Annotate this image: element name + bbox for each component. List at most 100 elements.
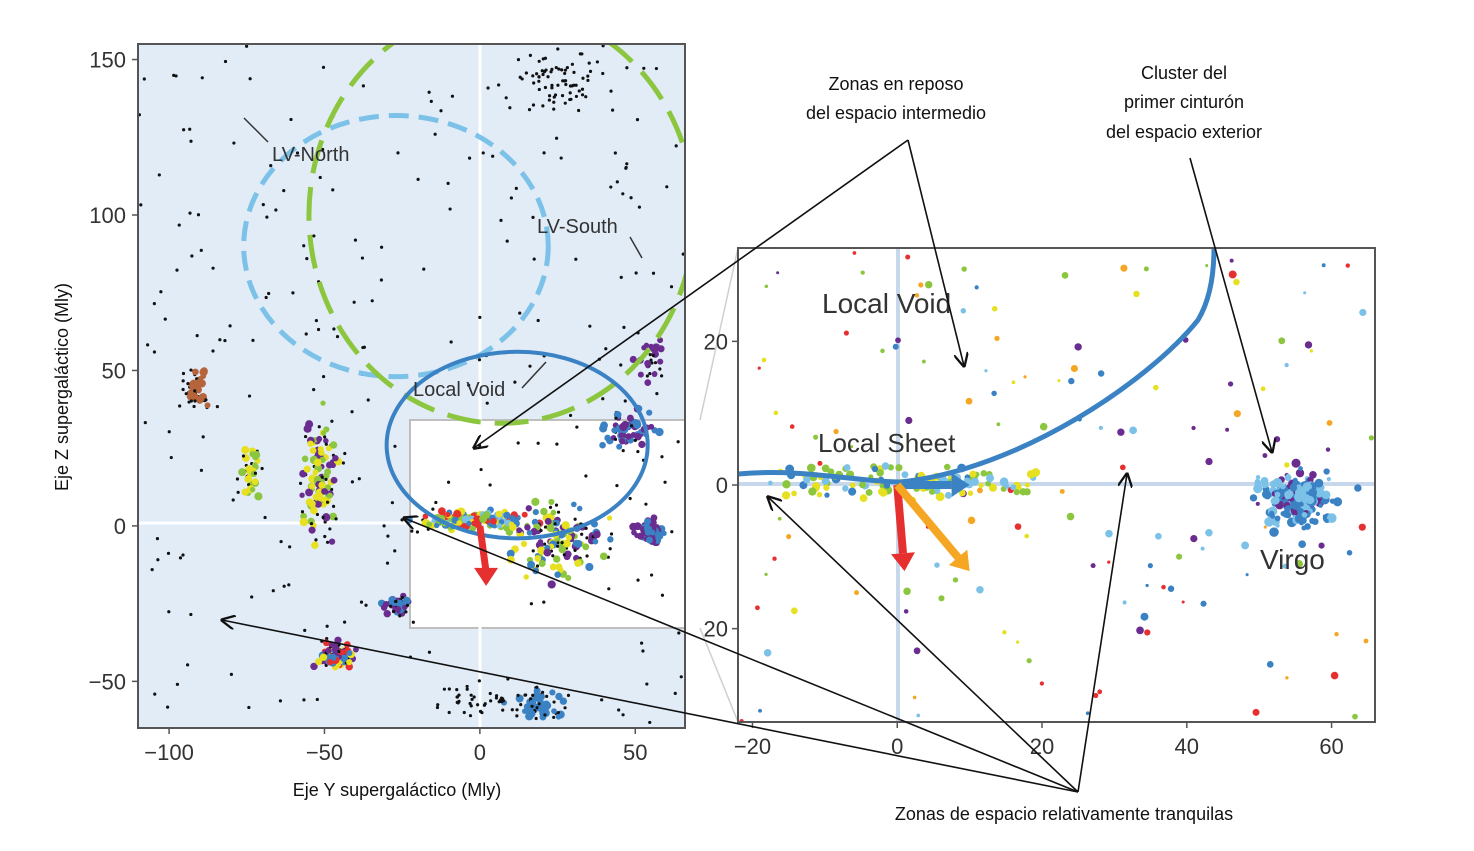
- galaxy-point: [574, 257, 578, 261]
- galaxy-point: [163, 317, 167, 321]
- galaxy-point: [404, 610, 408, 614]
- galaxy-point: [547, 98, 551, 102]
- galaxy-point: [1264, 492, 1271, 500]
- galaxy-point: [189, 399, 193, 403]
- galaxy-point: [823, 484, 830, 491]
- galaxy-point: [543, 56, 548, 60]
- galaxy-point: [556, 710, 560, 715]
- galaxy-point: [1325, 447, 1331, 452]
- galaxy-point: [331, 188, 335, 192]
- galaxy-point: [654, 66, 658, 71]
- galaxy-point: [791, 490, 797, 497]
- galaxy-point: [887, 464, 894, 471]
- galaxy-point: [431, 507, 435, 511]
- galaxy-point: [535, 564, 540, 568]
- galaxy-point: [545, 694, 549, 698]
- galaxy-point: [320, 475, 324, 479]
- galaxy-point: [1269, 480, 1277, 488]
- galaxy-point: [442, 687, 446, 691]
- galaxy-point: [548, 505, 553, 509]
- galaxy-point: [638, 440, 646, 449]
- galaxy-point: [391, 609, 396, 614]
- galaxy-point: [574, 559, 582, 567]
- lv-south-leader: [629, 236, 643, 259]
- galaxy-point: [1097, 370, 1105, 377]
- galaxy-point: [537, 79, 541, 83]
- galaxy-point: [516, 693, 520, 697]
- galaxy-point: [943, 463, 951, 471]
- galaxy-point: [642, 66, 646, 70]
- galaxy-point: [537, 539, 544, 545]
- galaxy-point: [1264, 517, 1274, 527]
- galaxy-point: [325, 637, 329, 641]
- galaxy-point: [278, 699, 283, 703]
- inset-arrow-shaft: [893, 484, 907, 554]
- galaxy-point: [245, 44, 249, 48]
- left-ticks: −100 −50 0 50 150 100 50 0 −50: [89, 48, 648, 765]
- cluster-annotation-line3: del espacio exterior: [1106, 122, 1262, 142]
- galaxy-point: [609, 185, 613, 189]
- galaxy-point: [1144, 629, 1151, 636]
- galaxy-point: [195, 386, 202, 394]
- galaxy-point: [299, 492, 305, 498]
- galaxy-point: [1303, 291, 1307, 295]
- galaxy-point: [560, 68, 564, 72]
- galaxy-point: [1181, 600, 1185, 604]
- quiet-zones-arrow-3: [768, 497, 1079, 793]
- galaxy-point: [317, 495, 324, 502]
- galaxy-point: [495, 510, 503, 518]
- galaxy-point: [988, 483, 997, 492]
- galaxy-point: [1306, 496, 1315, 505]
- galaxy-point: [1120, 264, 1128, 272]
- galaxy-point: [543, 713, 547, 717]
- galaxy-point: [540, 69, 544, 73]
- x-tick-label: −100: [144, 740, 194, 765]
- galaxy-point: [560, 541, 564, 545]
- galaxy-point: [308, 499, 316, 508]
- galaxy-point: [529, 697, 533, 701]
- galaxy-point: [445, 511, 451, 518]
- galaxy-point: [188, 127, 192, 131]
- galaxy-point: [482, 703, 487, 707]
- galaxy-point: [449, 340, 453, 344]
- galaxy-point: [175, 268, 179, 272]
- galaxy-point: [574, 83, 578, 87]
- galaxy-point: [580, 93, 585, 97]
- galaxy-point: [871, 465, 879, 473]
- galaxy-point: [446, 480, 451, 484]
- galaxy-point: [152, 302, 156, 306]
- galaxy-point: [1358, 523, 1366, 531]
- galaxy-point: [506, 549, 515, 558]
- galaxy-point: [905, 254, 911, 260]
- galaxy-point: [1002, 630, 1007, 635]
- galaxy-point: [314, 500, 322, 508]
- galaxy-point: [563, 706, 567, 710]
- galaxy-point: [607, 536, 614, 543]
- galaxy-point: [528, 364, 532, 368]
- galaxy-point: [1015, 640, 1020, 644]
- galaxy-point: [621, 449, 625, 453]
- galaxy-point: [985, 480, 992, 487]
- galaxy-point: [613, 151, 617, 155]
- galaxy-point: [1333, 497, 1343, 507]
- galaxy-point: [231, 498, 235, 502]
- rest-zones-annotation-line1: Zonas en reposo: [828, 74, 963, 94]
- galaxy-point: [175, 682, 180, 686]
- galaxy-point: [1119, 464, 1126, 471]
- galaxy-point: [1284, 462, 1290, 468]
- galaxy-point: [181, 379, 185, 383]
- galaxy-point: [1153, 384, 1159, 391]
- galaxy-point: [542, 151, 546, 155]
- galaxy-point: [569, 97, 573, 101]
- galaxy-point: [469, 525, 477, 532]
- zoom-connector-top: [699, 247, 739, 421]
- galaxy-point: [1136, 626, 1144, 635]
- galaxy-point: [1059, 488, 1065, 494]
- galaxy-point: [342, 620, 347, 624]
- galaxy-point: [537, 75, 541, 79]
- galaxy-point: [573, 548, 577, 553]
- galaxy-point: [660, 455, 664, 459]
- galaxy-point: [1011, 380, 1016, 385]
- velocity-arrow-head: [474, 567, 499, 586]
- inset-x-tick-label: 20: [1030, 734, 1054, 759]
